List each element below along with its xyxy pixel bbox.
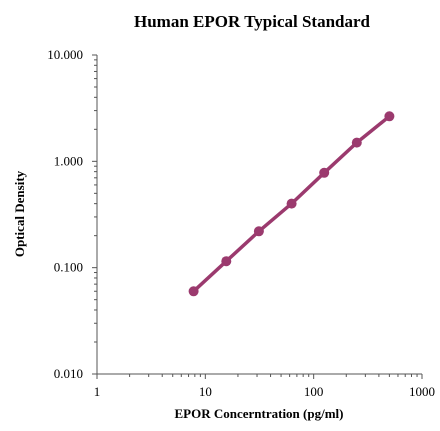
x-tick-label: 10: [199, 384, 212, 399]
data-point: [351, 137, 362, 148]
data-point: [221, 256, 232, 267]
data-point: [286, 198, 297, 209]
x-tick-label: 100: [304, 384, 324, 399]
axes: 1 10 100 1000 0.010 0.100 1.000 10.000: [47, 47, 435, 399]
y-tick-label: 10.000: [47, 47, 83, 62]
y-tick-label: 0.010: [54, 366, 83, 381]
x-tick-label: 1000: [409, 384, 435, 399]
plot-area: [188, 111, 395, 297]
y-axis-label: Optical Density: [12, 170, 27, 257]
x-axis-label: EPOR Concerntration (pg/ml): [175, 406, 344, 421]
chart-title: Human EPOR Typical Standard: [134, 12, 371, 31]
data-point: [319, 167, 330, 178]
y-tick-label: 0.100: [54, 260, 83, 275]
data-point: [384, 111, 395, 122]
data-point: [188, 286, 199, 297]
data-point: [253, 226, 264, 237]
y-tick-label: 1.000: [54, 153, 83, 168]
x-tick-label: 1: [94, 384, 101, 399]
